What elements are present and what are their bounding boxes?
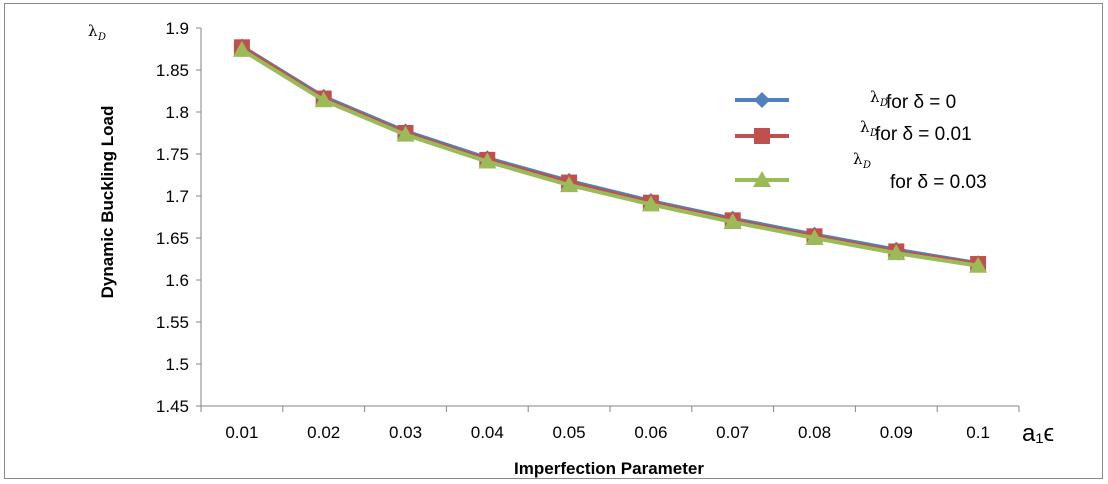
x-tick-label: 0.05 xyxy=(553,423,586,442)
data-point-triangle xyxy=(314,91,333,108)
legend-lambda-sub: D xyxy=(862,160,871,171)
data-point-diamond xyxy=(754,92,770,108)
x-tick-label: 0.04 xyxy=(471,423,504,442)
series-line xyxy=(240,44,979,266)
series-triangle xyxy=(232,40,988,273)
legend-lambda-sub: D xyxy=(869,128,878,139)
legend-label: for δ = 0 xyxy=(886,92,956,113)
data-point-triangle xyxy=(723,213,742,230)
x-tick-label: 0.01 xyxy=(225,423,258,442)
data-point-triangle xyxy=(396,125,415,142)
series-line xyxy=(240,48,979,268)
legend-lambda-sub: D xyxy=(879,98,888,109)
y-tick-label: 1.65 xyxy=(156,229,189,248)
data-point-triangle xyxy=(753,171,771,187)
x-tick-label: 0.02 xyxy=(307,423,340,442)
data-point-triangle xyxy=(232,40,251,57)
y-tick-label: 1.55 xyxy=(156,313,189,332)
x-tick-label: 0.03 xyxy=(389,423,422,442)
chart-frame: 1.45 1.5 1.55 1.6 1.65 1.7 1.75 1.8 1.85 1.9 0.01 0… xyxy=(4,3,1103,479)
series-square xyxy=(233,39,987,273)
y-corner-sub: D xyxy=(97,32,106,43)
y-tick-label: 1.9 xyxy=(165,19,189,38)
x-tick-label: 0.1 xyxy=(966,423,990,442)
x-tick-label: 0.08 xyxy=(798,423,831,442)
y-corner-lambda: λ xyxy=(88,22,98,40)
series-line xyxy=(240,45,979,267)
legend-lambda: λ xyxy=(853,150,863,168)
x-tick-label: 0.07 xyxy=(716,423,749,442)
y-tick-label: 1.8 xyxy=(165,103,189,122)
legend-label: for δ = 0.03 xyxy=(890,172,987,193)
x-tick-label: 0.09 xyxy=(880,423,913,442)
x-tick-label: 0.06 xyxy=(634,423,667,442)
y-tick-label: 1.5 xyxy=(165,355,189,374)
data-point-triangle xyxy=(560,176,579,193)
data-point-square xyxy=(754,128,770,144)
data-point-triangle xyxy=(969,256,988,273)
x-unit-label: a₁ϵ xyxy=(1022,420,1054,447)
y-tick-label: 1.6 xyxy=(165,271,189,290)
series-layer xyxy=(232,38,988,273)
axes: 1.45 1.5 1.55 1.6 1.65 1.7 1.75 1.8 1.85 1.9 0.01 0… xyxy=(156,19,1020,442)
y-tick-label: 1.85 xyxy=(156,61,189,80)
y-corner-label: λ D xyxy=(88,22,106,43)
y-tick-label: 1.75 xyxy=(156,145,189,164)
legend-lambda: λ xyxy=(870,88,880,106)
data-point-triangle xyxy=(805,229,824,245)
y-axis-title: Dynamic Buckling Load xyxy=(98,106,117,299)
y-tick-label: 1.45 xyxy=(156,397,189,416)
chart-svg: 1.45 1.5 1.55 1.6 1.65 1.7 1.75 1.8 1.85 1.9 0.01 0… xyxy=(88,19,1054,478)
data-point-triangle xyxy=(887,244,906,261)
data-point-triangle xyxy=(478,152,497,169)
x-axis-title: Imperfection Parameter xyxy=(514,459,704,478)
legend-lambda: λ xyxy=(860,118,870,136)
y-tick-label: 1.7 xyxy=(165,187,189,206)
series-diamond xyxy=(233,38,987,272)
data-point-triangle xyxy=(641,195,660,212)
legend-label: for δ = 0.01 xyxy=(875,124,972,145)
